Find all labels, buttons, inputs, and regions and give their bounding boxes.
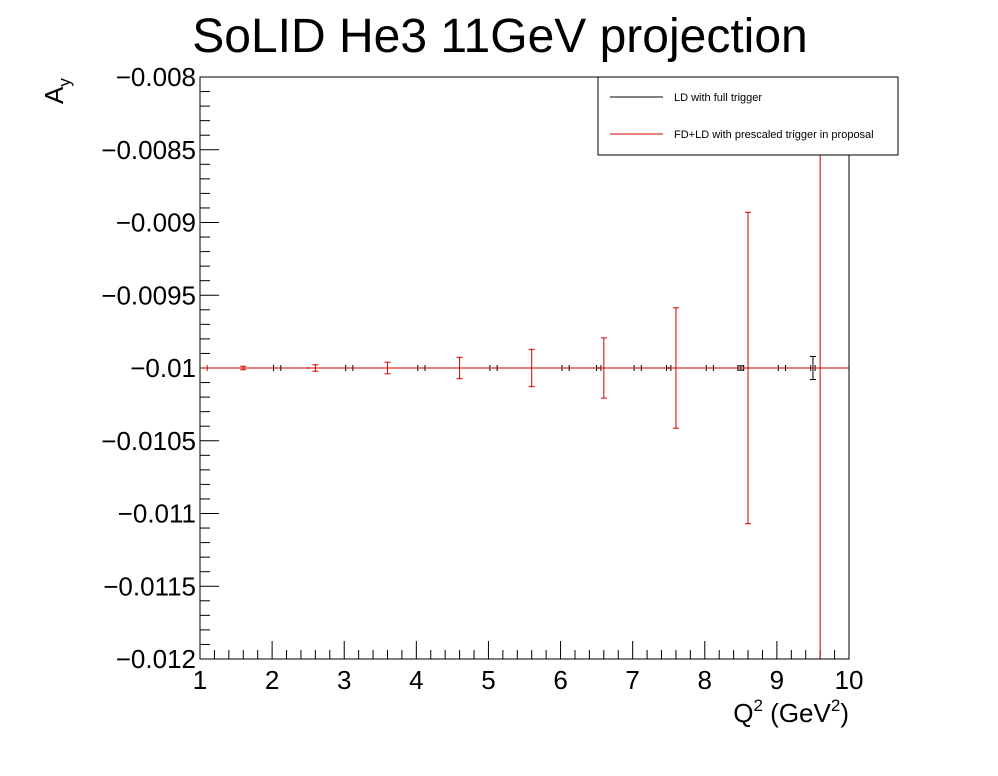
x-axis-label: Q2 (GeV2) — [733, 696, 849, 728]
y-tick-label: −0.0095 — [101, 280, 196, 310]
x-axis-label-end: ) — [840, 698, 849, 728]
x-axis-ticks — [199, 641, 850, 659]
x-axis-tick-labels: 1 2 3 4 5 6 7 8 9 10 — [193, 665, 864, 695]
chart-title: SoLID He3 11GeV projection — [192, 10, 807, 63]
y-tick-label: −0.01 — [130, 353, 196, 383]
y-tick-label: −0.009 — [116, 208, 196, 238]
legend-box — [597, 76, 899, 156]
x-axis-label-sup1: 2 — [753, 696, 762, 715]
y-tick-label: −0.008 — [116, 62, 196, 92]
x-tick-label: 7 — [625, 665, 639, 695]
x-tick-label: 10 — [835, 665, 864, 695]
x-tick-label: 8 — [698, 665, 712, 695]
x-tick-label: 2 — [265, 665, 279, 695]
x-tick-label: 4 — [409, 665, 423, 695]
x-axis-label-sup2: 2 — [831, 696, 840, 715]
x-tick-label: 1 — [193, 665, 207, 695]
y-tick-label: −0.0115 — [103, 571, 196, 601]
y-axis-label-sub: y — [55, 78, 74, 87]
plot-frame — [199, 76, 850, 660]
y-tick-label: −0.011 — [118, 499, 196, 529]
y-tick-label: −0.012 — [116, 644, 196, 674]
legend-label-ld: LD with full trigger — [674, 92, 762, 104]
y-axis-tick-labels: −0.008 −0.0085 −0.009 −0.0095 −0.01 −0.0105 −0… — [101, 62, 196, 674]
x-axis-label-main: Q — [733, 698, 753, 728]
series-layer — [200, 77, 849, 659]
y-tick-label: −0.0105 — [101, 426, 196, 456]
y-tick-label: −0.0085 — [101, 135, 196, 165]
legend-label-fdld: FD+LD with prescaled trigger in proposal — [674, 129, 874, 141]
x-tick-label: 3 — [337, 665, 351, 695]
y-axis-label-main: A — [39, 86, 69, 104]
x-axis-label-rest: (GeV — [763, 698, 832, 728]
legend: LD with full trigger FD+LD with prescale… — [597, 76, 899, 156]
x-tick-label: 5 — [481, 665, 495, 695]
x-tick-label: 9 — [770, 665, 784, 695]
x-tick-label: 6 — [553, 665, 567, 695]
y-axis-label: Ay — [39, 78, 74, 104]
